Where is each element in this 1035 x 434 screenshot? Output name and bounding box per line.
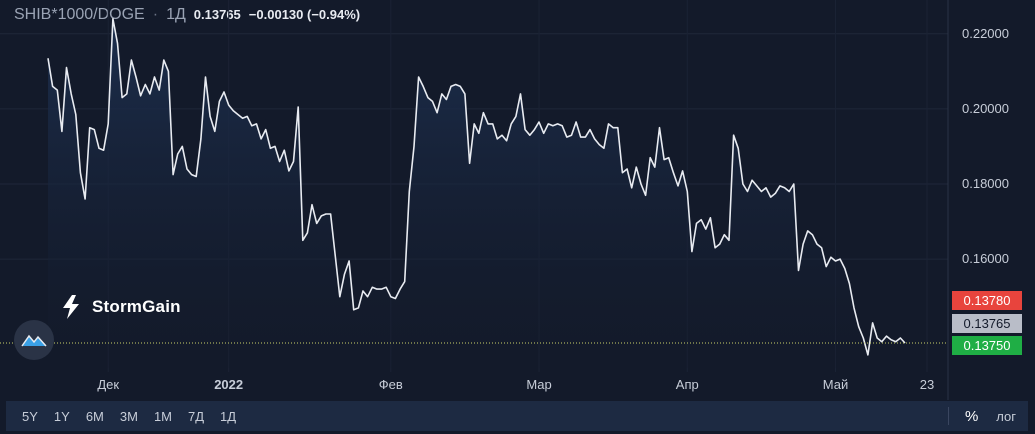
range-5y-button[interactable]: 5Y (22, 408, 38, 424)
percent-scale-button[interactable]: % (964, 407, 979, 425)
range-3m-button[interactable]: 3M (119, 408, 138, 424)
range-7d-button[interactable]: 7Д (188, 408, 205, 424)
x-tick-label: Мар (526, 377, 551, 392)
y-axis: 0.22000 0.20000 0.18000 0.16000 (962, 26, 1009, 266)
price-chart[interactable]: 0.22000 0.20000 0.18000 0.16000 Дек 2022 Фев М… (0, 0, 1035, 400)
x-tick-label: Фев (379, 377, 403, 392)
price-change: −0.00130 (−0.94%) (248, 7, 361, 22)
range-toolbar: 5Y 1Y 6M 3M 1M 7Д 1Д % лог (6, 401, 1028, 431)
low-price-tag: 0.13750 (952, 336, 1022, 355)
logo-text: StormGain (92, 297, 181, 316)
y-tick-label: 0.22000 (962, 26, 1009, 41)
header-separator: · (152, 6, 159, 23)
symbol-label[interactable]: SHIB*1000/DOGE (14, 6, 145, 23)
x-axis: Дек 2022 Фев Мар Апр Май 23 (97, 377, 934, 392)
y-tick-label: 0.18000 (962, 176, 1009, 191)
high-price-tag: 0.13780 (952, 291, 1022, 310)
x-tick-label: Апр (676, 377, 699, 392)
y-tick-label: 0.20000 (962, 101, 1009, 116)
price-line (47, 18, 906, 356)
lightning-icon (63, 295, 79, 319)
interval-label[interactable]: 1Д (166, 6, 186, 23)
y-tick-label: 0.16000 (962, 251, 1009, 266)
toolbar-divider (947, 407, 949, 425)
x-tick-label: 2022 (214, 377, 243, 392)
toolbar-right: % лог (947, 407, 1028, 425)
x-tick-label: Май (823, 377, 848, 392)
range-1y-button[interactable]: 1Y (53, 408, 70, 424)
log-scale-button[interactable]: лог (996, 408, 1016, 424)
chart-badge[interactable] (14, 320, 54, 360)
range-1m-button[interactable]: 1M (153, 408, 172, 424)
last-price-tag: 0.13765 (952, 314, 1022, 333)
x-tick-label: 23 (920, 377, 934, 392)
mountain-icon (21, 334, 47, 347)
range-1d-button[interactable]: 1Д (220, 408, 237, 424)
stormgain-logo: StormGain (58, 294, 181, 320)
x-tick-label: Дек (97, 377, 119, 392)
price-area (48, 18, 905, 369)
range-6m-button[interactable]: 6M (85, 408, 104, 424)
